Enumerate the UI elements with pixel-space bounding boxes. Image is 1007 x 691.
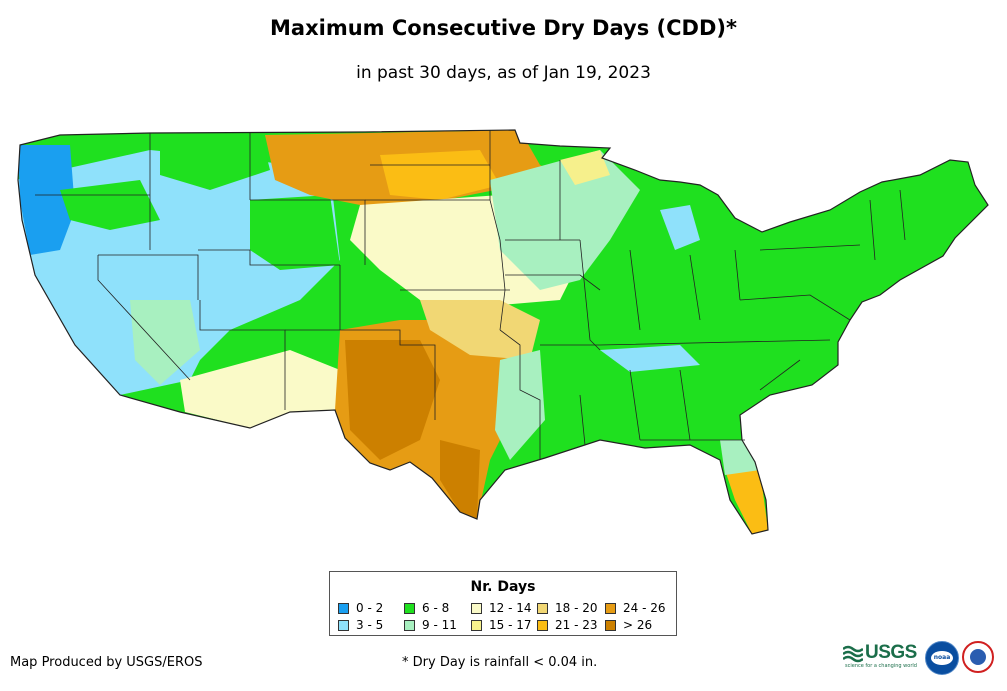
legend-label: 6 - 8 bbox=[422, 601, 450, 615]
region-15-17-mn bbox=[560, 150, 610, 185]
region-0-2-pacific-nw bbox=[18, 145, 75, 255]
nws-logo-icon bbox=[962, 641, 994, 673]
legend-swatch bbox=[404, 619, 415, 631]
legend-item: 21 - 23 bbox=[537, 618, 598, 632]
region-3-5-tennessee bbox=[600, 345, 700, 372]
state-boundaries bbox=[35, 130, 906, 460]
usgs-wave-icon bbox=[843, 645, 863, 663]
legend-title: Nr. Days bbox=[470, 579, 536, 595]
region-18-20-oklahoma bbox=[420, 300, 540, 360]
region-12-14-sw bbox=[180, 350, 340, 428]
legend-item: > 26 bbox=[605, 618, 652, 632]
legend-label: 3 - 5 bbox=[356, 618, 384, 632]
legend-swatch bbox=[537, 602, 548, 614]
map-title: Maximum Consecutive Dry Days (CDD)* bbox=[270, 16, 737, 40]
region-9-11-north-florida bbox=[720, 440, 760, 475]
legend-swatch bbox=[338, 602, 349, 614]
legend-label: 9 - 11 bbox=[422, 618, 457, 632]
legend-item: 18 - 20 bbox=[537, 601, 598, 615]
map-subtitle: in past 30 days, as of Jan 19, 2023 bbox=[356, 63, 651, 83]
region-6-8-idaho-mt bbox=[160, 130, 270, 190]
legend-item: 24 - 26 bbox=[605, 601, 666, 615]
region-21-23-florida bbox=[725, 470, 768, 534]
noaa-logo: noaa bbox=[925, 641, 959, 675]
legend-label: 18 - 20 bbox=[555, 601, 598, 615]
legend-label: 15 - 17 bbox=[489, 618, 532, 632]
usgs-tagline: science for a changing world bbox=[845, 663, 917, 669]
legend-item: 12 - 14 bbox=[471, 601, 532, 615]
legend-swatch bbox=[605, 602, 616, 614]
usgs-logo-text: USGS bbox=[865, 642, 917, 663]
legend-label: 0 - 2 bbox=[356, 601, 384, 615]
credit-text: Map Produced by USGS/EROS bbox=[10, 655, 203, 670]
us-outline bbox=[17, 129, 989, 535]
map-fill bbox=[18, 130, 988, 534]
region-6-8-colorado-ut bbox=[250, 195, 340, 270]
legend-item: 9 - 11 bbox=[404, 618, 457, 632]
legend-label: > 26 bbox=[623, 618, 653, 632]
legend-swatch bbox=[605, 619, 616, 631]
footnote-text: * Dry Day is rainfall < 0.04 in. bbox=[402, 655, 598, 670]
legend-swatch bbox=[471, 602, 482, 614]
region-9-11-east-texas bbox=[495, 350, 545, 460]
region-9-11-sw bbox=[130, 300, 200, 385]
region-3-5-michigan bbox=[660, 205, 700, 250]
region-21-23-dakotas bbox=[380, 150, 500, 200]
legend: Nr. Days 0 - 2 3 - 5 6 - 8 9 - 11 12 - 1… bbox=[329, 571, 677, 636]
legend-item: 6 - 8 bbox=[404, 601, 449, 615]
legend-label: 21 - 23 bbox=[555, 618, 598, 632]
legend-label: 24 - 26 bbox=[623, 601, 666, 615]
noaa-logo-text: noaa bbox=[931, 651, 953, 665]
legend-item: 3 - 5 bbox=[338, 618, 383, 632]
region-gt-26-west-texas bbox=[345, 340, 440, 460]
legend-swatch bbox=[338, 619, 349, 631]
region-gt-26-south-texas bbox=[440, 440, 480, 519]
usgs-logo: USGS science for a changing world bbox=[843, 642, 919, 672]
legend-swatch bbox=[471, 619, 482, 631]
legend-label: 12 - 14 bbox=[489, 601, 532, 615]
legend-swatch bbox=[404, 602, 415, 614]
legend-item: 15 - 17 bbox=[471, 618, 532, 632]
region-9-11-midwest bbox=[490, 150, 640, 290]
legend-item: 0 - 2 bbox=[338, 601, 383, 615]
region-6-8-oregon bbox=[60, 180, 160, 230]
nws-logo-center bbox=[970, 649, 986, 665]
legend-swatch bbox=[537, 619, 548, 631]
